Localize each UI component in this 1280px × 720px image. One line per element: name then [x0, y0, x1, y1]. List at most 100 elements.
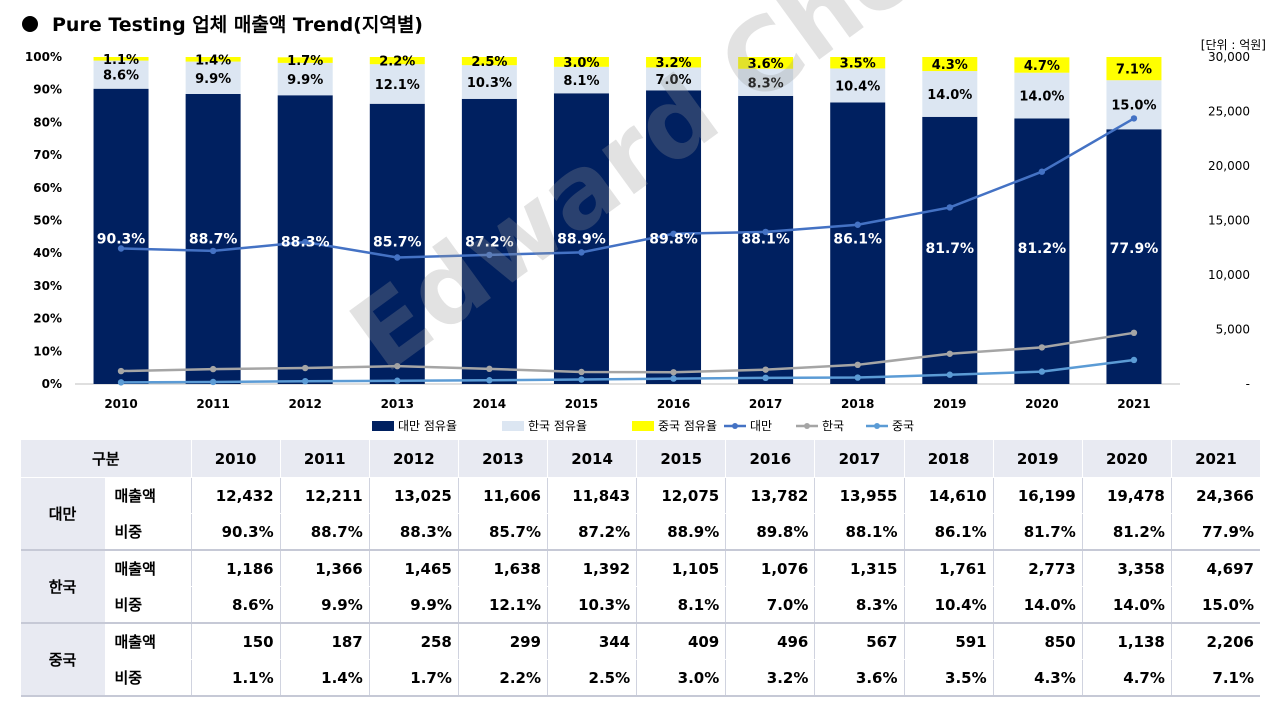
line-point [946, 371, 953, 378]
bar-segment [93, 57, 149, 61]
line-point [762, 228, 769, 236]
line-point [209, 378, 217, 386]
bar-segment [185, 57, 241, 62]
y-left-tick: 10% [33, 344, 62, 358]
data-label-kr: 14.0% [1019, 90, 1064, 105]
data-label-kr: 12.1% [375, 78, 420, 93]
bullet-icon [22, 15, 38, 32]
value-cell: 12,075 [636, 477, 726, 514]
value-cell: 12,211 [279, 477, 370, 514]
data-label-tw: 81.7% [926, 241, 975, 257]
line-series [121, 117, 1135, 259]
y-left-tick: 40% [33, 246, 62, 260]
value-cell: 1,186 [190, 550, 281, 587]
table-row: 한국 매출액 1,186 1,366 1,465 1,638 1,392 1,105 1,076… [20, 550, 1260, 624]
data-label-cn: 1.4% [195, 53, 231, 68]
x-tick-label: 2019 [933, 397, 966, 411]
data-label-cn: 3.6% [748, 57, 784, 72]
value-cell: 3.0% [636, 659, 726, 697]
legend-marker [874, 423, 880, 429]
value-cell: 344 [546, 623, 637, 660]
value-cell: 2.5% [546, 659, 637, 697]
metric-cell: 매출액 [104, 477, 191, 514]
value-cell: 567 [814, 623, 904, 660]
line-point [1130, 329, 1138, 337]
value-cell: 1,105 [636, 550, 726, 587]
value-cell: 2,773 [992, 550, 1083, 587]
data-label-tw: 85.7% [373, 235, 422, 251]
value-cell: 1,315 [814, 550, 904, 587]
data-label-tw: 87.2% [465, 235, 514, 251]
metric-cell: 비중 [104, 586, 191, 624]
unit-label: [단위 : 억원] [1200, 38, 1266, 52]
table-header: 구분 2010 2011 2012 2013 2014 2015 2016 2017 2018 2… [20, 440, 1260, 478]
value-cell: 1,465 [368, 550, 459, 587]
data-label-tw: 81.2% [1018, 241, 1067, 257]
data-label-kr: 7.0% [656, 73, 692, 88]
value-cell: 1,366 [279, 550, 370, 587]
line-point [1038, 368, 1046, 375]
data-label-kr: 8.1% [563, 74, 599, 89]
value-cell: 3.6% [814, 659, 904, 697]
year-header: 2018 [903, 440, 994, 478]
bar-segment [93, 88, 149, 385]
line-point [578, 368, 585, 376]
data-label-kr: 9.9% [287, 73, 323, 88]
year-header: 2011 [279, 440, 370, 478]
bar-segment [185, 61, 241, 94]
year-header: 2010 [190, 440, 281, 478]
year-header: 2015 [636, 440, 726, 478]
value-cell: 10.3% [546, 586, 637, 624]
value-cell: 88.3% [368, 513, 459, 551]
table-row: 대만 매출액 12,432 12,211 13,025 11,606 11,843 12,07… [20, 477, 1260, 551]
x-tick-label: 2015 [565, 397, 598, 411]
value-cell: 3.2% [725, 659, 815, 697]
x-tick-label: 2014 [473, 397, 506, 411]
value-cell: 81.2% [1081, 513, 1172, 551]
bar-segment [93, 60, 149, 89]
value-cell: 10.4% [903, 586, 994, 624]
year-header: 2019 [992, 440, 1083, 478]
value-cell: 1,638 [457, 550, 548, 587]
data-label-tw: 86.1% [833, 231, 882, 247]
y-left-tick: 0% [42, 377, 62, 391]
x-tick-label: 2020 [1025, 397, 1058, 411]
value-cell: 12.1% [457, 586, 548, 624]
line-point [762, 374, 769, 382]
value-cell: 1.1% [190, 659, 281, 697]
value-cell: 4.7% [1081, 659, 1172, 697]
value-cell: 2.2% [457, 659, 548, 697]
bar-segment [1014, 118, 1070, 384]
value-cell: 1.7% [368, 659, 459, 697]
line-point [394, 377, 401, 384]
data-label-kr: 15.0% [1111, 99, 1156, 114]
bar-segment [461, 57, 517, 66]
value-cell: 7.1% [1170, 659, 1260, 697]
page-title: Pure Testing 업체 매출액 Trend(지역별) [22, 10, 423, 37]
value-cell: 81.7% [992, 513, 1083, 551]
value-cell: 3,358 [1081, 550, 1172, 587]
metric-cell: 비중 [104, 659, 191, 697]
value-cell: 1.4% [279, 659, 370, 697]
value-cell: 8.3% [814, 586, 904, 624]
value-cell: 88.7% [279, 513, 370, 551]
line-point [946, 350, 953, 357]
value-cell: 3.5% [903, 659, 994, 697]
value-cell: 2,206 [1170, 623, 1260, 660]
y-left-tick: 20% [33, 312, 62, 326]
legend-marker [804, 423, 810, 429]
value-cell: 591 [903, 623, 994, 660]
value-cell: 19,478 [1081, 477, 1172, 514]
line-point [1038, 168, 1046, 175]
line-series [121, 331, 1135, 374]
line-point [486, 377, 493, 384]
data-label-kr: 8.6% [103, 69, 139, 84]
data-label-tw: 88.3% [281, 235, 330, 251]
data-label-tw: 90.3% [97, 231, 146, 247]
bar-segment [369, 103, 425, 385]
region-cell: 한국 [20, 550, 105, 624]
legend-label: 중국 점유율 [658, 419, 717, 433]
line-point [854, 374, 861, 381]
bar-segment [646, 57, 702, 68]
data-table: 구분 2010 2011 2012 2013 2014 2015 2016 2017 2018 2… [20, 440, 1260, 697]
